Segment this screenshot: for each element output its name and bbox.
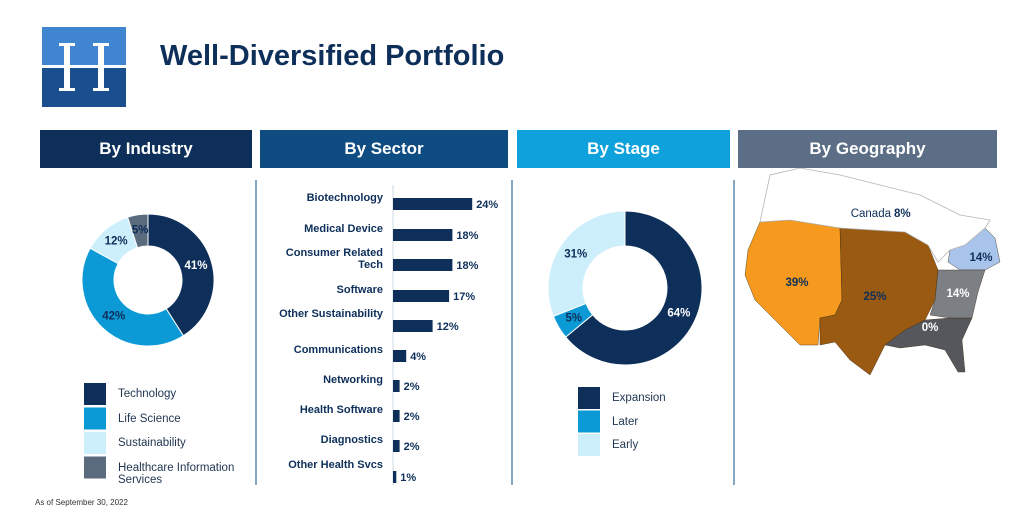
data-label: 18%	[456, 260, 478, 272]
legend-label: Expansion	[612, 392, 666, 404]
category-label: Medical Device	[304, 223, 383, 235]
data-label: 2%	[404, 411, 420, 423]
data-label: 2%	[404, 381, 420, 393]
region-name: Canada	[851, 208, 892, 220]
category-label: Biotechnology	[306, 192, 383, 204]
donut-slice	[547, 210, 626, 317]
data-label: 64%	[667, 307, 690, 319]
donut-slice	[147, 213, 215, 337]
bar	[393, 198, 473, 210]
data-label: 0%	[922, 322, 939, 334]
legend-swatch	[84, 383, 106, 405]
map-region	[819, 227, 939, 376]
category-label: Networking	[323, 374, 383, 386]
category-label: Other Health Svcs	[288, 459, 383, 471]
bar	[393, 320, 433, 332]
data-label: 41%	[184, 260, 207, 272]
data-label: 42%	[102, 310, 125, 322]
data-label: 25%	[863, 291, 886, 303]
legend-swatch	[84, 407, 106, 430]
bar	[393, 380, 400, 392]
legend-label: Healthcare Information Services	[118, 461, 235, 486]
bar	[393, 471, 397, 483]
data-label: 14%	[946, 288, 969, 300]
legend-swatch	[578, 387, 600, 409]
bar	[393, 350, 407, 362]
category-label: Health Software	[299, 404, 383, 416]
bar	[393, 259, 453, 271]
data-label: 1%	[400, 472, 416, 484]
panel-header: By Sector	[260, 130, 508, 168]
data-label: 17%	[453, 291, 475, 303]
logo	[42, 27, 126, 107]
legend-swatch	[84, 456, 106, 479]
legend-swatch	[578, 434, 600, 456]
data-label: 5%	[132, 225, 149, 237]
donut-slice	[126, 213, 149, 249]
panel-header: By Geography	[738, 130, 997, 168]
legend-label: Early	[612, 439, 639, 451]
bar	[393, 229, 453, 241]
bar	[393, 290, 450, 302]
map-region	[884, 317, 973, 373]
category-label: Software	[336, 284, 383, 296]
legend-label: Life Science	[118, 412, 181, 425]
data-label: 31%	[564, 249, 587, 261]
legend-label: Technology	[118, 388, 177, 400]
bar	[393, 440, 400, 452]
data-label: 14%	[969, 252, 992, 264]
category-label: Consumer Related Tech	[285, 247, 383, 271]
page-title: Well-Diversified Portfolio	[160, 40, 505, 72]
legend-label: Later	[612, 415, 639, 428]
data-label: 8%	[894, 208, 911, 220]
data-label: 12%	[105, 236, 128, 248]
legend-swatch	[84, 432, 106, 454]
footnote: As of September 30, 2022	[35, 498, 128, 507]
legend-swatch	[578, 410, 600, 433]
data-label: 18%	[456, 230, 478, 242]
donut-slice	[81, 247, 185, 347]
donut-slice	[564, 210, 703, 366]
category-label: Other Sustainability	[279, 308, 383, 320]
category-label: Diagnostics	[320, 434, 383, 446]
panel-header: By Industry	[40, 130, 252, 168]
legend-label: Sustainability	[118, 437, 186, 449]
data-label: 2%	[404, 441, 420, 453]
category-label: Communications	[293, 344, 383, 356]
panel-header: By Stage	[517, 130, 730, 168]
bar	[393, 410, 400, 422]
data-label: 5%	[565, 312, 582, 324]
map-region	[759, 167, 991, 263]
data-label: 24%	[476, 199, 498, 211]
data-label: 4%	[410, 351, 426, 363]
map-region	[929, 269, 986, 319]
data-label: 39%	[785, 277, 808, 289]
data-label: 12%	[437, 321, 459, 333]
